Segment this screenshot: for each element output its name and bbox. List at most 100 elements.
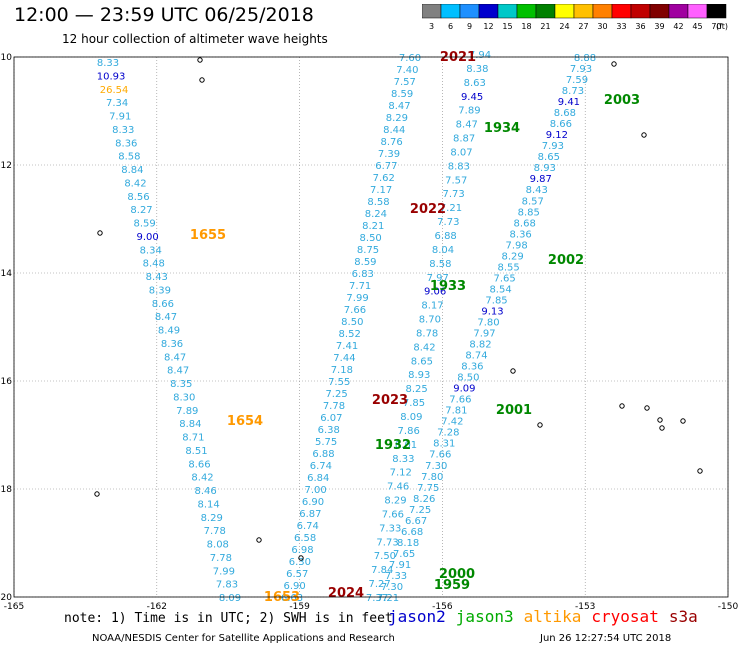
swh-value: 6.38 (318, 425, 340, 436)
swh-value: 7.86 (398, 426, 420, 437)
swh-value: 7.33 (379, 523, 401, 534)
swh-value: 7.94 (469, 50, 491, 61)
swh-value: 7.66 (382, 509, 404, 520)
island-outline (641, 132, 647, 138)
swh-value: 6.90 (283, 581, 305, 592)
swh-value: 8.65 (538, 152, 560, 163)
swh-value: 8.66 (188, 459, 210, 470)
swh-value: 8.33 (97, 58, 119, 69)
swh-value: 8.09 (400, 412, 422, 423)
swh-value: 7.57 (394, 77, 416, 88)
colorbar-tick: 3 (429, 22, 434, 31)
island-outline (697, 468, 703, 474)
swh-value: 8.76 (381, 137, 403, 148)
swh-value: 8.50 (360, 233, 382, 244)
swh-value: 6.90 (302, 497, 324, 508)
time-label: 1932 (375, 438, 411, 453)
swh-value: 6.88 (435, 231, 457, 242)
swh-value: 5.75 (315, 437, 337, 448)
swh-value: 8.58 (429, 259, 451, 270)
legend-item-jason3: jason3 (455, 607, 514, 626)
swh-value: 7.60 (399, 53, 421, 64)
swh-value: 7.75 (417, 483, 439, 494)
swh-value: 7.66 (344, 305, 366, 316)
swh-value: 8.47 (164, 352, 186, 363)
swh-value: 7.37 (366, 593, 388, 604)
swh-value: 7.00 (304, 485, 326, 496)
lon-label: -162 (147, 602, 167, 610)
colorbar-tick: 24 (559, 22, 569, 31)
swh-value: 7.18 (331, 365, 353, 376)
swh-value: 8.55 (497, 262, 519, 273)
swh-value: 7.99 (346, 293, 368, 304)
swh-value: 9.12 (546, 130, 568, 141)
swh-value: 8.73 (562, 86, 584, 97)
swh-value: 8.36 (510, 229, 532, 240)
swh-value: 8.66 (152, 299, 174, 310)
time-label: 2023 (372, 393, 408, 408)
swh-value: 7.78 (210, 553, 232, 564)
swh-value: 8.47 (388, 101, 410, 112)
swh-value: 8.08 (207, 540, 229, 551)
time-label: 2022 (410, 202, 446, 217)
swh-value: 8.63 (464, 78, 486, 89)
time-label: 1655 (190, 228, 226, 243)
swh-value: 6.77 (375, 161, 397, 172)
colorbar-tick: 12 (483, 22, 493, 31)
swh-value: 9.06 (424, 287, 446, 298)
swh-value: 8.01 (395, 440, 417, 451)
colorbar-tick: 36 (635, 22, 645, 31)
swh-value: 8.30 (173, 392, 195, 403)
swh-value: 6.07 (320, 413, 342, 424)
swh-value: 7.57 (445, 175, 467, 186)
island-outline (97, 230, 103, 236)
lon-label: -150 (718, 602, 739, 610)
swh-value: 7.73 (376, 537, 398, 548)
credit-line: NOAA/NESDIS Center for Satellite Applica… (92, 633, 395, 644)
swh-value: 8.66 (550, 119, 572, 130)
swh-value: 7.80 (477, 317, 499, 328)
swh-value: 7.91 (389, 560, 411, 571)
colorbar-tick: 39 (654, 22, 664, 31)
swh-value: 9.41 (558, 97, 580, 108)
swh-value: 7.78 (204, 526, 226, 537)
swh-value: 7.41 (336, 341, 358, 352)
swh-value: 9.13 (481, 306, 503, 317)
swh-value: 8.31 (433, 439, 455, 450)
swh-value: 8.65 (411, 356, 433, 367)
island-outline (657, 417, 663, 423)
colorbar: 3 6 9 12 15 18 21 24 27 30 33 36 39 42 45 70(ft) (422, 4, 728, 31)
colorbar-tick: 9 (467, 22, 472, 31)
swh-value: 7.34 (106, 98, 128, 109)
swh-value: 8.59 (133, 219, 155, 230)
island-outline (298, 555, 304, 561)
swh-value: 7.73 (437, 217, 459, 228)
swh-value: 7.66 (449, 395, 471, 406)
swh-value: 6.57 (286, 569, 308, 580)
swh-value: 7.97 (427, 273, 449, 284)
swh-value: 8.82 (469, 340, 491, 351)
swh-value: 7.89 (458, 106, 480, 117)
swh-value: 6.67 (405, 516, 427, 527)
island-outline (199, 77, 205, 83)
swh-value: 8.84 (121, 165, 143, 176)
island-outline (644, 405, 650, 411)
time-label: 1654 (227, 414, 263, 429)
time-label: 1934 (484, 121, 520, 136)
time-label: 2000 (439, 567, 475, 582)
swh-value: 8.09 (219, 593, 241, 604)
swh-value: 8.52 (339, 329, 361, 340)
colorbar-tick: 21 (540, 22, 550, 31)
swh-value: 7.73 (442, 189, 464, 200)
swh-value: 7.28 (437, 428, 459, 439)
swh-value: 6.88 (312, 449, 334, 460)
legend-item-jason2: jason2 (388, 607, 446, 626)
swh-value: 8.35 (170, 379, 192, 390)
swh-value: 6.58 (294, 533, 316, 544)
swh-value: 7.46 (387, 482, 409, 493)
footer-note: note: 1) Time is in UTC; 2) SWH is in fe… (64, 611, 393, 626)
swh-value: 7.93 (570, 64, 592, 75)
swh-value: 6.30 (289, 557, 311, 568)
satellite-legend: jason2 jason3 altika cryosat s3a (388, 607, 708, 626)
swh-value: 6.83 (352, 269, 374, 280)
